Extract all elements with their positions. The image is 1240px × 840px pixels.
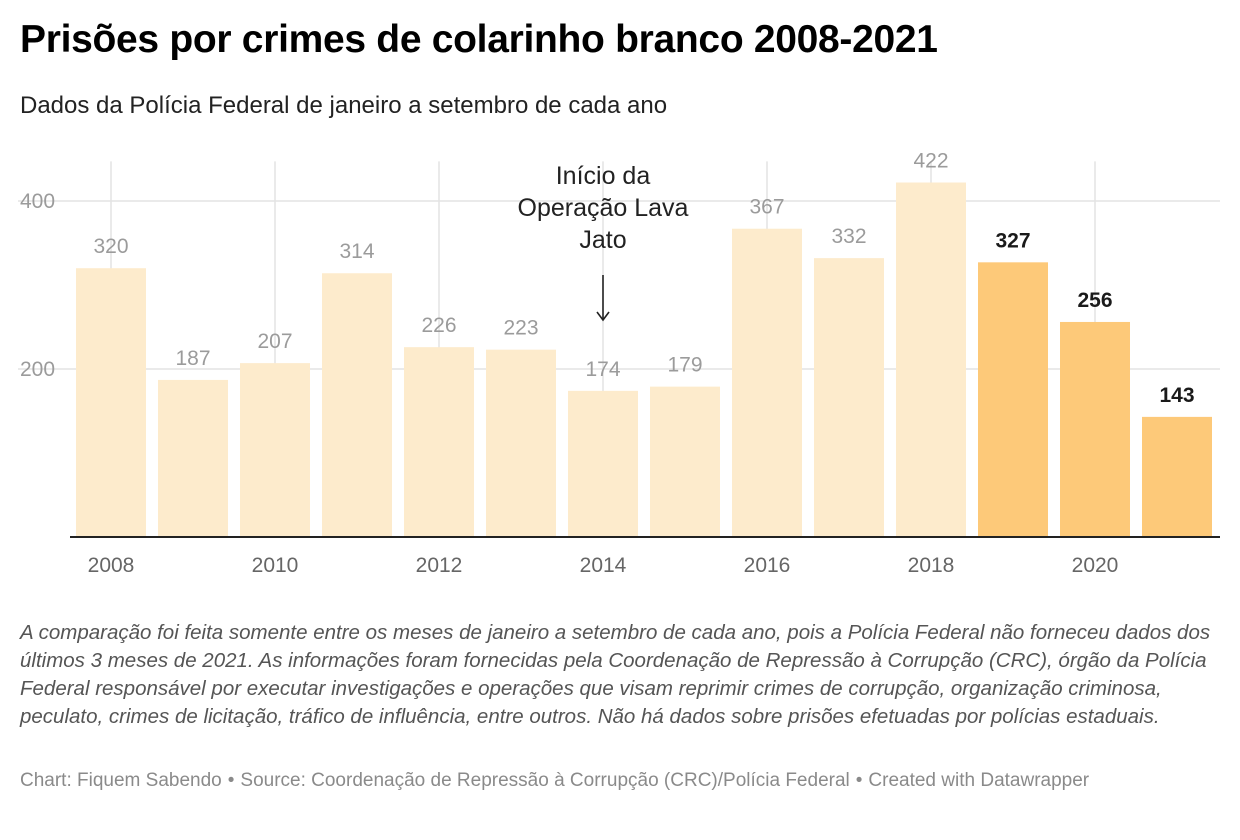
x-tick-label: 2012	[416, 554, 463, 577]
credit-chart-by: Chart: Fiquem Sabendo	[20, 770, 222, 791]
bar-2021	[1142, 416, 1212, 537]
x-tick-label: 2020	[1072, 554, 1119, 577]
chart-credit: Chart: Fiquem Sabendo • Source: Coordenaçã…	[20, 768, 1220, 794]
annotation-arrow-head	[596, 311, 610, 322]
bar-2012	[404, 347, 474, 537]
annotation-text: Jato	[579, 226, 626, 254]
x-tick-label: 2008	[88, 554, 135, 577]
x-tick-label: 2018	[908, 554, 955, 577]
value-label-2020: 256	[1077, 289, 1112, 312]
y-tick-label: 200	[20, 358, 55, 381]
x-tick-label: 2010	[252, 554, 299, 577]
x-tick-label: 2016	[744, 554, 791, 577]
value-label-2013: 223	[503, 317, 538, 340]
bar-2016	[732, 228, 802, 537]
value-label-2016: 367	[749, 196, 784, 219]
x-tick-label: 2014	[580, 554, 627, 577]
chart-subtitle: Dados da Polícia Federal de janeiro a se…	[20, 92, 668, 119]
bar-2009	[158, 379, 228, 537]
value-label-2011: 314	[339, 240, 374, 263]
value-label-2015: 179	[667, 354, 702, 377]
value-label-2008: 320	[93, 235, 128, 258]
credit-tool: Created with Datawrapper	[868, 770, 1090, 791]
bar-2010	[240, 363, 310, 537]
value-label-2009: 187	[175, 347, 210, 370]
chart-title: Prisões por crimes de colarinho branco 2…	[20, 18, 938, 61]
value-label-2014: 174	[585, 358, 620, 381]
bar-2013	[486, 349, 556, 537]
bar-2018	[896, 182, 966, 537]
bar-2011	[322, 273, 392, 537]
value-label-2018: 422	[913, 150, 948, 173]
bar-2017	[814, 258, 884, 537]
chart-notes: A comparação foi feita somente entre os …	[20, 621, 1211, 728]
value-label-2017: 332	[831, 225, 866, 248]
bar-2020	[1060, 321, 1130, 537]
bar-2008	[76, 268, 146, 537]
credit-separator: •	[855, 770, 863, 791]
value-label-2019: 327	[995, 229, 1030, 252]
bar-2019	[978, 262, 1048, 537]
value-label-2012: 226	[421, 314, 456, 337]
value-label-2010: 207	[257, 330, 292, 353]
credit-source: Source: Coordenação de Repressão à Corru…	[240, 770, 850, 791]
bar-2015	[650, 386, 720, 537]
bar-chart: 200 400 320 187 207 314 226 223 174 179 367 332 422 3…	[18, 150, 1220, 577]
annotation-text: Início da	[556, 162, 651, 190]
annotation-text: Operação Lava	[518, 194, 689, 222]
credit-separator: •	[227, 770, 235, 791]
y-tick-label: 400	[20, 190, 55, 213]
value-label-2021: 143	[1159, 384, 1194, 407]
bar-2014	[568, 390, 638, 537]
